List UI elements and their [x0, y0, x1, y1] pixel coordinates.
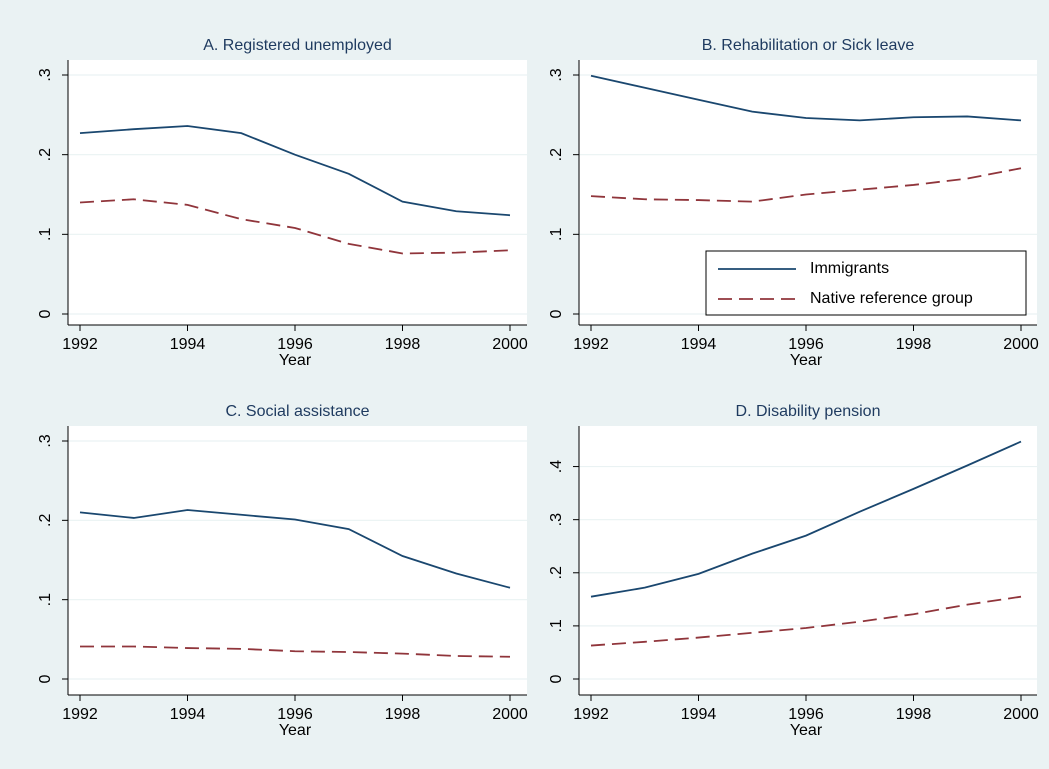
legend [705, 250, 1027, 316]
series-line [79, 198, 511, 255]
y-tick-label: 0 [548, 674, 565, 683]
x-axis-label: Year [790, 722, 823, 739]
x-tick-label: 2000 [1003, 336, 1039, 353]
x-tick-label: 2000 [1003, 706, 1039, 723]
x-tick-label: 1994 [170, 706, 206, 723]
y-tick-label: .4 [548, 460, 565, 473]
series-line [590, 440, 1022, 598]
legend-label: Native reference group [810, 290, 973, 307]
panel-title: A. Registered unemployed [203, 37, 392, 54]
y-tick-label: .3 [548, 68, 565, 81]
x-tick-label: 1998 [385, 336, 421, 353]
x-tick-label: 1992 [62, 336, 98, 353]
x-tick-label: 1994 [681, 706, 717, 723]
x-axis-label: Year [279, 722, 312, 739]
series-line [590, 595, 1022, 647]
x-tick-label: 1994 [681, 336, 717, 353]
x-axis-label: Year [790, 352, 823, 369]
panel-title: D. Disability pension [736, 403, 881, 420]
y-tick-label: .1 [37, 228, 54, 241]
y-tick-label: .2 [548, 566, 565, 579]
plot-area [579, 426, 1037, 695]
x-axis-label: Year [279, 352, 312, 369]
y-tick-label: .1 [548, 619, 565, 632]
x-tick-label: 1996 [277, 706, 313, 723]
y-tick-label: .1 [548, 228, 565, 241]
y-tick-label: .3 [37, 68, 54, 81]
series-line [590, 74, 1022, 122]
x-tick-label: 1992 [62, 706, 98, 723]
y-tick-label: 0 [548, 309, 565, 318]
x-tick-label: 2000 [492, 336, 528, 353]
x-tick-label: 1996 [788, 336, 824, 353]
y-tick-label: 0 [37, 674, 54, 683]
x-tick-label: 1998 [896, 336, 932, 353]
panel-title: C. Social assistance [225, 403, 369, 420]
legend-label: Immigrants [810, 260, 889, 277]
x-tick-label: 1998 [385, 706, 421, 723]
y-tick-label: .3 [548, 513, 565, 526]
x-tick-label: 2000 [492, 706, 528, 723]
x-tick-label: 1996 [788, 706, 824, 723]
x-tick-label: 1992 [573, 336, 609, 353]
y-tick-label: .2 [548, 148, 565, 161]
y-tick-label: .2 [37, 148, 54, 161]
x-tick-label: 1992 [573, 706, 609, 723]
series-line [79, 125, 511, 217]
y-tick-label: .2 [37, 514, 54, 527]
x-tick-label: 1994 [170, 336, 206, 353]
series-line [590, 167, 1022, 203]
series-line [79, 509, 511, 589]
plot-area [68, 60, 527, 325]
panel-title: B. Rehabilitation or Sick leave [702, 37, 915, 54]
y-tick-label: .3 [37, 434, 54, 447]
x-tick-label: 1996 [277, 336, 313, 353]
plot-area [68, 426, 527, 695]
series-line [80, 645, 511, 658]
y-tick-label: 0 [37, 309, 54, 318]
y-tick-label: .1 [37, 593, 54, 606]
x-tick-label: 1998 [896, 706, 932, 723]
